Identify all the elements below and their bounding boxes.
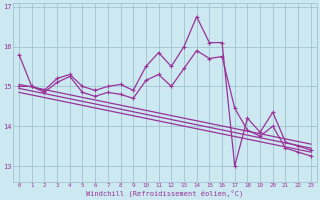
X-axis label: Windchill (Refroidissement éolien,°C): Windchill (Refroidissement éolien,°C) — [86, 190, 244, 197]
